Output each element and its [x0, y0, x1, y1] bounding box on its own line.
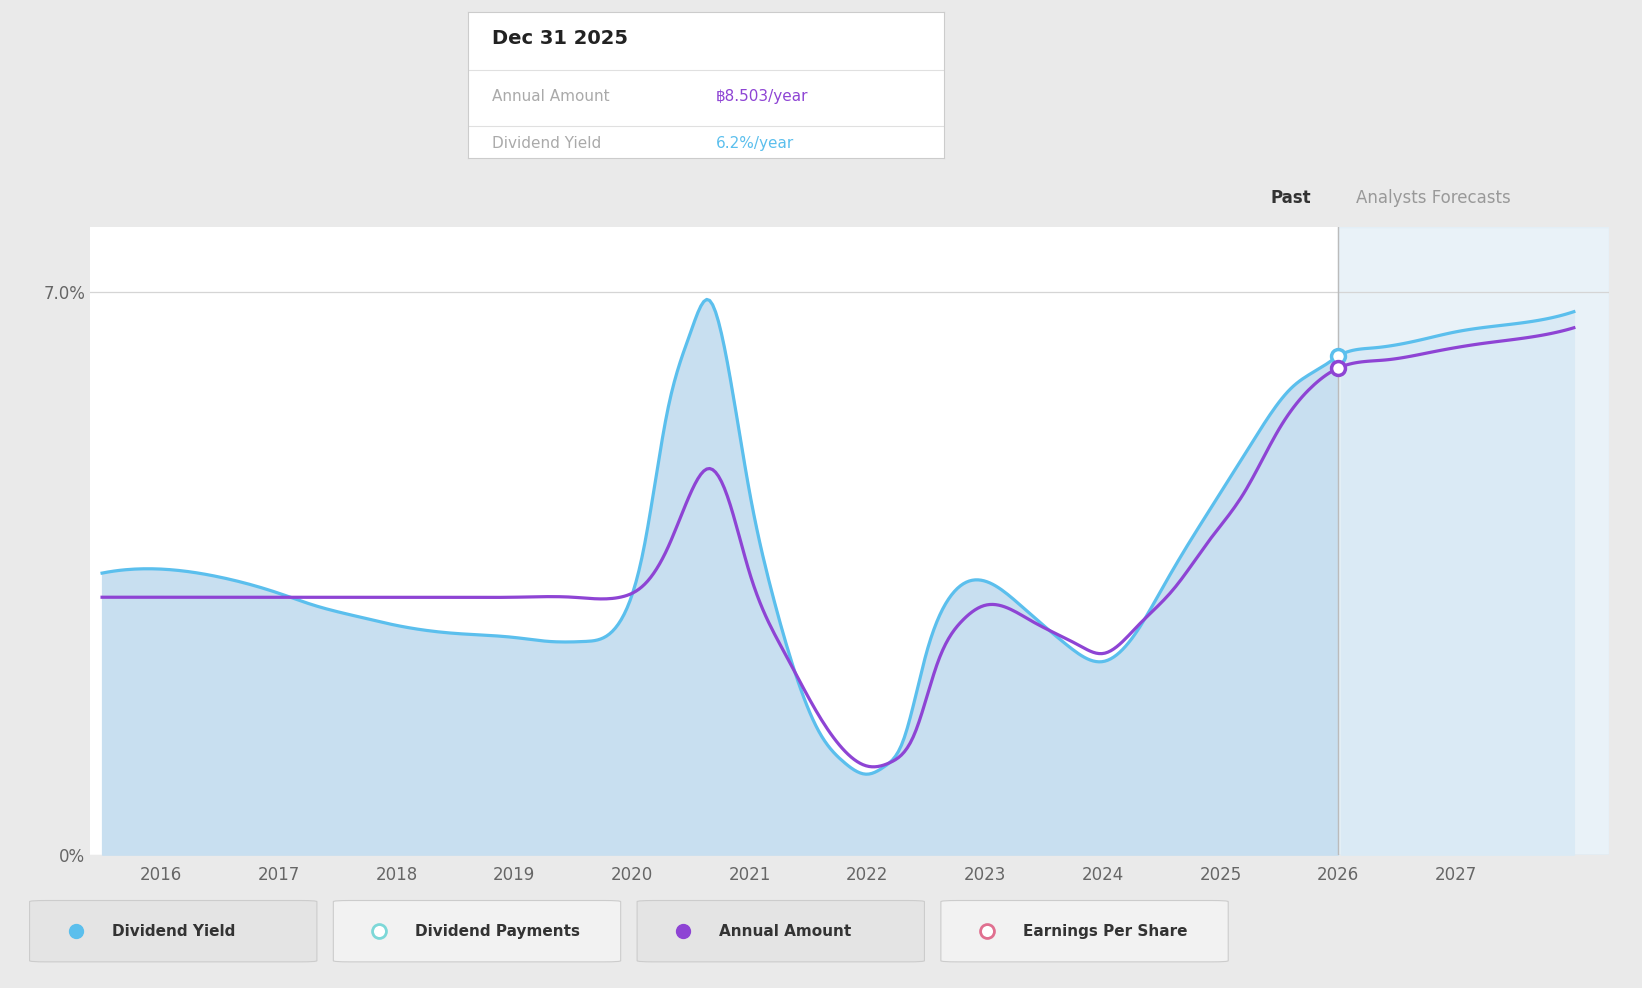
Text: Dividend Yield: Dividend Yield: [112, 924, 235, 939]
Text: Analysts Forecasts: Analysts Forecasts: [1356, 190, 1511, 207]
Text: Annual Amount: Annual Amount: [493, 89, 609, 104]
Text: Dividend Payments: Dividend Payments: [415, 924, 580, 939]
Text: Annual Amount: Annual Amount: [719, 924, 852, 939]
Text: Past: Past: [1271, 190, 1312, 207]
FancyBboxPatch shape: [941, 900, 1228, 962]
FancyBboxPatch shape: [30, 900, 317, 962]
Text: 6.2%/year: 6.2%/year: [716, 136, 793, 151]
Text: Earnings Per Share: Earnings Per Share: [1023, 924, 1187, 939]
FancyBboxPatch shape: [637, 900, 924, 962]
Bar: [1338, 227, 1609, 855]
Text: Dividend Yield: Dividend Yield: [493, 136, 601, 151]
Text: ฿8.503/year: ฿8.503/year: [716, 89, 808, 104]
FancyBboxPatch shape: [333, 900, 621, 962]
Text: Dec 31 2025: Dec 31 2025: [493, 29, 627, 47]
